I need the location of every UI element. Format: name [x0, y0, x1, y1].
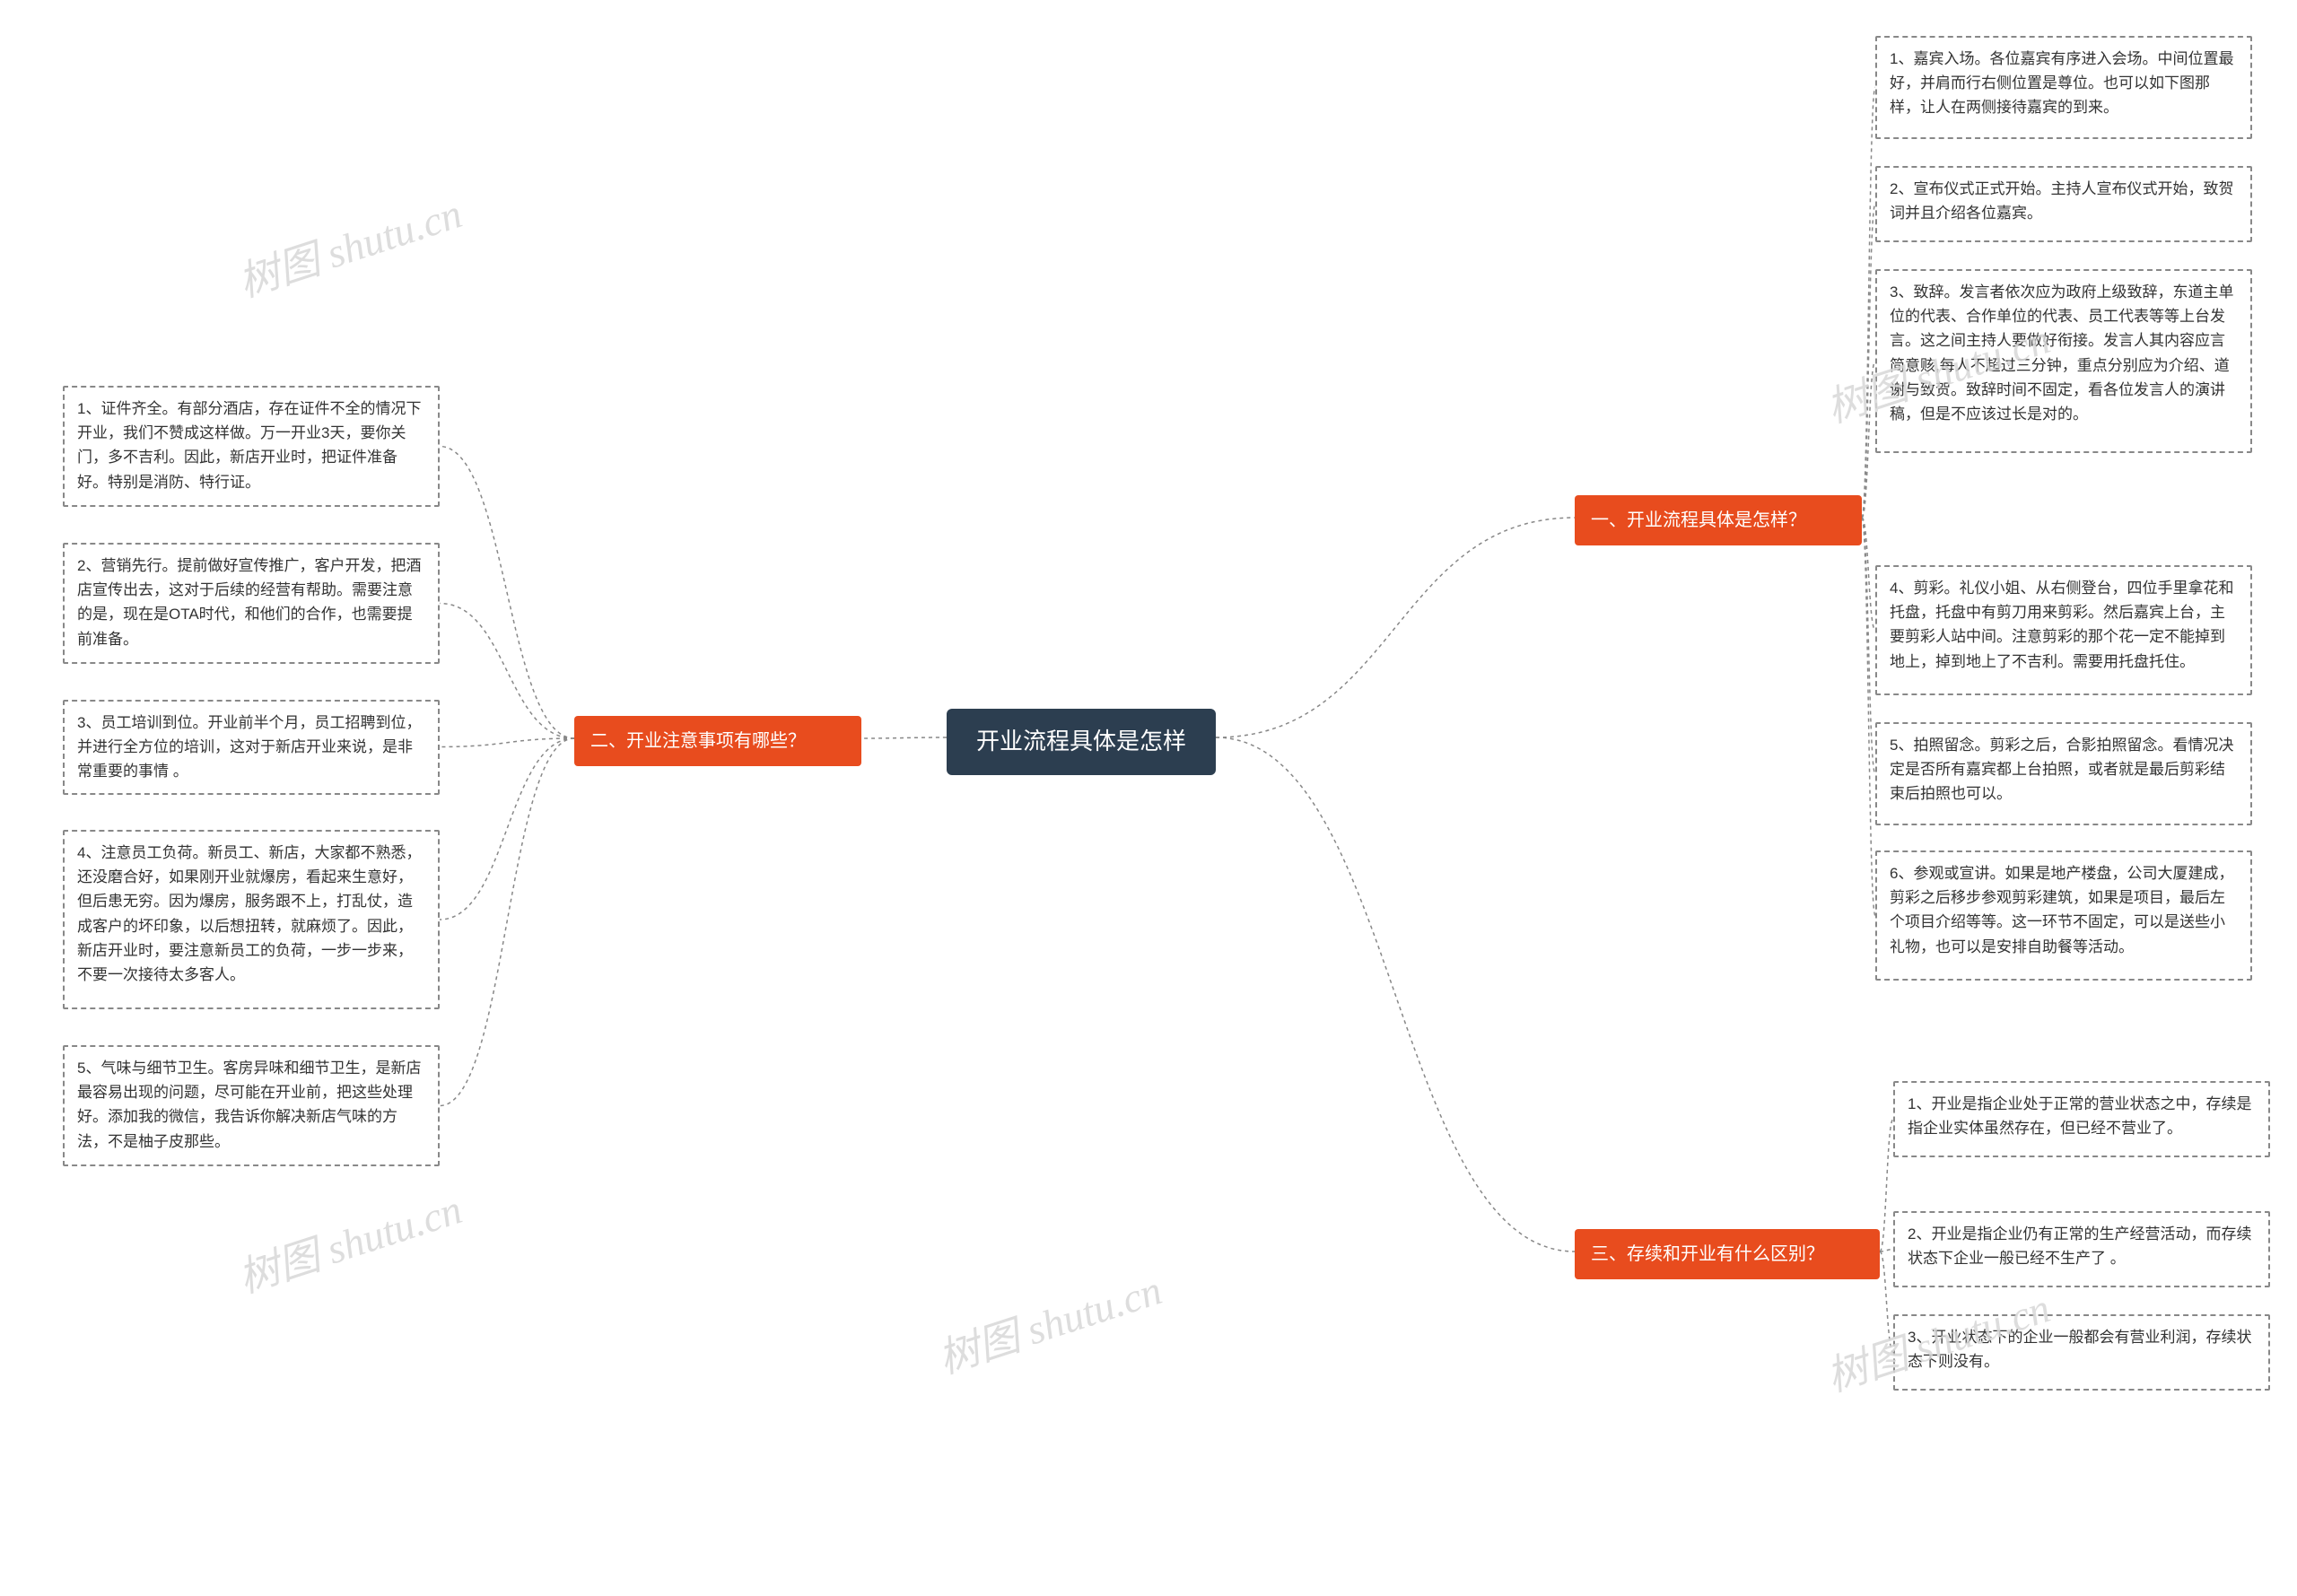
- leaf-b2l2: 2、营销先行。提前做好宣传推广，客户开发，把酒店宣传出去，这对于后续的经营有帮助…: [63, 543, 440, 664]
- leaf-b1l1: 1、嘉宾入场。各位嘉宾有序进入会场。中间位置最好，并肩而行右侧位置是尊位。也可以…: [1875, 36, 2252, 139]
- branch-b3: 三、存续和开业有什么区别？: [1575, 1229, 1880, 1279]
- branch-b1: 一、开业流程具体是怎样？: [1575, 495, 1862, 545]
- leaf-b1l6: 6、参观或宣讲。如果是地产楼盘，公司大厦建成，剪彩之后移步参观剪彩建筑，如果是项…: [1875, 850, 2252, 981]
- watermark: 树图 shutu.cn: [930, 1258, 1168, 1386]
- mindmap-canvas: 开业流程具体是怎样 一、开业流程具体是怎样？ 1、嘉宾入场。各位嘉宾有序进入会场。中…: [0, 0, 2297, 1596]
- branch-b2: 二、开业注意事项有哪些？: [574, 716, 861, 766]
- leaf-b1l5: 5、拍照留念。剪彩之后，合影拍照留念。看情况决定是否所有嘉宾都上台拍照，或者就是…: [1875, 722, 2252, 825]
- leaf-b1l4: 4、剪彩。礼仪小姐、从右侧登台，四位手里拿花和托盘，托盘中有剪刀用来剪彩。然后嘉…: [1875, 565, 2252, 695]
- leaf-b1l2: 2、宣布仪式正式开始。主持人宣布仪式开始，致贺词并且介绍各位嘉宾。: [1875, 166, 2252, 242]
- leaf-b3l1: 1、开业是指企业处于正常的营业状态之中，存续是指企业实体虽然存在，但已经不营业了…: [1893, 1081, 2270, 1157]
- leaf-b3l2: 2、开业是指企业仍有正常的生产经营活动，而存续状态下企业一般已经不生产了 。: [1893, 1211, 2270, 1287]
- watermark: 树图 shutu.cn: [230, 1177, 468, 1305]
- center-node: 开业流程具体是怎样: [947, 709, 1216, 775]
- watermark: 树图 shutu.cn: [230, 181, 468, 310]
- leaf-b2l5: 5、气味与细节卫生。客房异味和细节卫生，是新店最容易出现的问题，尽可能在开业前，…: [63, 1045, 440, 1166]
- leaf-b2l4: 4、注意员工负荷。新员工、新店，大家都不熟悉，还没磨合好，如果刚开业就爆房，看起…: [63, 830, 440, 1009]
- leaf-b1l3: 3、致辞。发言者依次应为政府上级致辞，东道主单位的代表、合作单位的代表、员工代表…: [1875, 269, 2252, 453]
- leaf-b2l3: 3、员工培训到位。开业前半个月，员工招聘到位，并进行全方位的培训，这对于新店开业…: [63, 700, 440, 795]
- leaf-b3l3: 3、开业状态下的企业一般都会有营业利润，存续状态下则没有。: [1893, 1314, 2270, 1391]
- leaf-b2l1: 1、证件齐全。有部分酒店，存在证件不全的情况下开业，我们不赞成这样做。万一开业3…: [63, 386, 440, 507]
